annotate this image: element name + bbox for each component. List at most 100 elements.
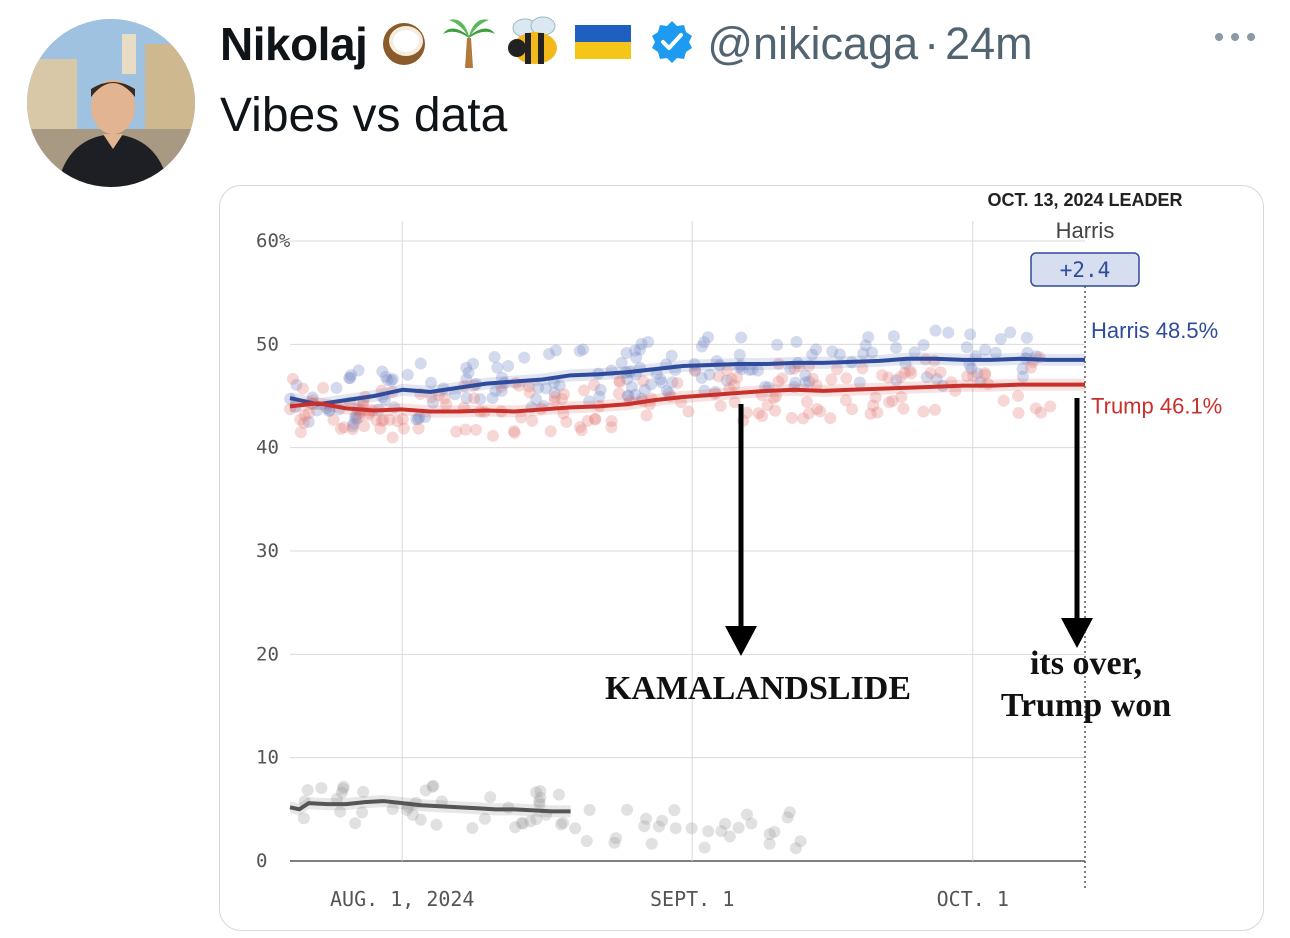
poll-dot: [605, 421, 618, 434]
poll-dot: [640, 812, 653, 825]
handle[interactable]: @nikicaga: [707, 18, 919, 69]
poll-dot: [386, 373, 399, 386]
poll-dot: [344, 371, 357, 384]
poll-dot: [698, 841, 711, 854]
poll-dot: [698, 336, 711, 349]
poll-dot: [548, 386, 561, 399]
poll-dot: [894, 371, 907, 384]
poll-dot: [736, 363, 749, 376]
poll-dot: [978, 368, 991, 381]
poll-dot: [301, 784, 314, 797]
poll-dot: [924, 366, 937, 379]
poll-dot: [763, 837, 776, 850]
poll-dot: [468, 392, 481, 405]
trump-won-arrow-head: [1061, 618, 1093, 648]
media-card[interactable]: 60% 50 40 30 20 10 0 AUG. 1, 2024 SEPT. 1 OCT. 1 H…: [219, 185, 1264, 931]
poll-dot: [609, 832, 622, 845]
y-tick-label: 20: [256, 643, 279, 665]
poll-dot: [745, 817, 758, 830]
poll-dot: [522, 380, 535, 393]
poll-dot: [294, 426, 307, 439]
poll-dot: [767, 391, 780, 404]
poll-dot: [797, 412, 810, 425]
poll-dot: [806, 372, 819, 385]
avatar[interactable]: [27, 19, 195, 187]
poll-dot: [695, 371, 708, 384]
poll-dot: [347, 417, 360, 430]
leader-margin: +2.4: [1060, 258, 1111, 282]
poll-dot: [370, 414, 383, 427]
y-tick-label: 30: [256, 540, 279, 562]
grid: [290, 221, 1086, 891]
poll-dot: [685, 822, 698, 835]
poll-dot: [751, 364, 764, 377]
poll-dot: [440, 398, 453, 411]
harris-end-label: Harris 48.5%: [1091, 318, 1218, 343]
poll-dot: [725, 373, 738, 386]
poll-dot: [826, 345, 839, 358]
verified-badge-icon: [649, 19, 695, 70]
poll-dot: [608, 836, 621, 849]
poll-dot: [712, 370, 725, 383]
poll-dot: [386, 431, 399, 444]
poll-dot: [1029, 402, 1042, 415]
poll-dot: [638, 383, 651, 396]
poll-dot: [1012, 406, 1025, 419]
poll-dot: [882, 371, 895, 384]
poll-dot: [489, 384, 502, 397]
kamalandslide-arrow-head: [725, 626, 757, 656]
poll-dot: [769, 404, 782, 417]
poll-dot: [350, 412, 363, 425]
poll-dot: [294, 413, 307, 426]
poll-dot: [580, 835, 593, 848]
poll-dot: [740, 808, 753, 821]
poll-dot: [352, 364, 365, 377]
poll-dot: [548, 390, 561, 403]
poll-dot: [869, 391, 882, 404]
poll-dot: [961, 370, 974, 383]
poll-dot: [652, 820, 665, 833]
poll-dot: [763, 828, 776, 841]
poll-dot: [509, 821, 522, 834]
chart-labels: 60% 50 40 30 20 10 0 AUG. 1, 2024 SEPT. 1 OCT. 1 H…: [256, 190, 1222, 911]
poll-dot: [917, 405, 930, 418]
poll-dot: [662, 387, 675, 400]
poll-dot: [864, 407, 877, 420]
poll-dot: [379, 370, 392, 383]
poll-dot: [412, 413, 425, 426]
poll-dot: [327, 413, 340, 426]
poll-dot: [645, 837, 658, 850]
poll-dot: [533, 798, 546, 811]
y-tick-label: 50: [256, 333, 279, 355]
poll-dot: [560, 415, 573, 428]
poll-dot: [552, 788, 565, 801]
poll-dot: [720, 374, 733, 387]
poll-dot: [508, 426, 521, 439]
poll-dot: [290, 378, 303, 391]
tweet-header: Nikolaj: [220, 14, 1033, 74]
more-options-icon[interactable]: [1210, 22, 1260, 57]
poll-dot: [621, 373, 634, 386]
y-tick-label: 60%: [256, 230, 291, 252]
poll-dot: [620, 347, 633, 360]
poll-dot: [814, 405, 827, 418]
poll-dot: [460, 361, 473, 374]
poll-dot: [350, 409, 363, 422]
poll-dot: [625, 380, 638, 393]
poll-dot: [549, 344, 562, 357]
poll-dot: [533, 795, 546, 808]
poll-dot: [605, 415, 618, 428]
poll-dot: [772, 375, 785, 388]
poll-dot: [752, 407, 765, 420]
poll-dot: [671, 376, 684, 389]
x-tick-label: OCT. 1: [937, 887, 1009, 911]
poll-dot: [794, 835, 807, 848]
timestamp[interactable]: 24m: [945, 18, 1033, 69]
poll-dot: [474, 393, 487, 406]
trump-won-annotation-line: Trump won: [1001, 687, 1171, 724]
poll-dot: [714, 399, 727, 412]
poll-dot: [803, 375, 816, 388]
poll-dot: [430, 818, 443, 831]
chart: 60% 50 40 30 20 10 0 AUG. 1, 2024 SEPT. 1 OCT. 1 H…: [256, 190, 1222, 911]
display-name[interactable]: Nikolaj: [220, 18, 368, 70]
